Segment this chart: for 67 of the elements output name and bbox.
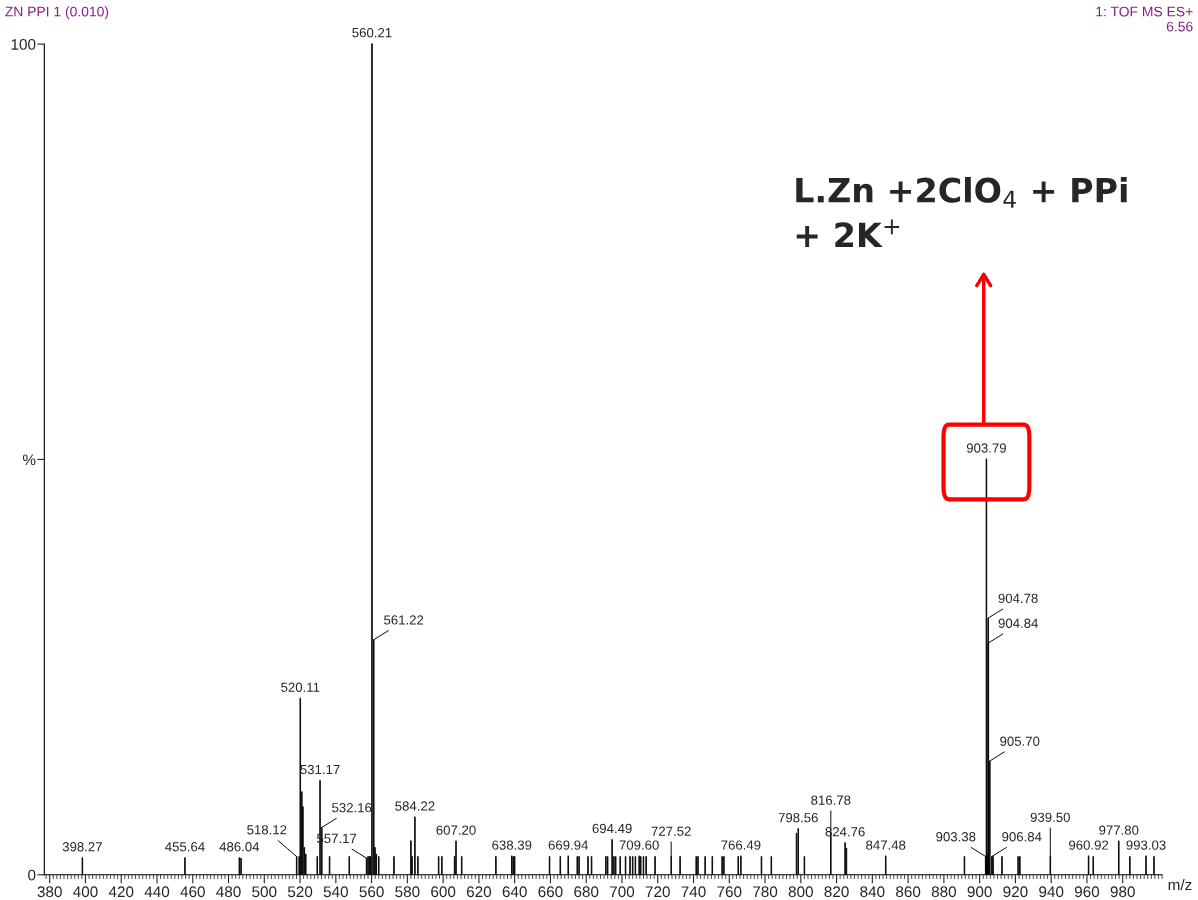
annotation: 560.21 xyxy=(352,27,392,38)
x-tick-label: 420 xyxy=(108,886,134,898)
x-tick-label: 620 xyxy=(466,886,492,898)
annotation: 960.92 xyxy=(1069,840,1109,850)
annotation: 904.78 xyxy=(998,593,1038,604)
annotation: 903.79 xyxy=(966,443,1006,453)
annotation: 903.38 xyxy=(936,832,976,842)
annotation: 561.22 xyxy=(384,615,424,625)
annotation: 486.04 xyxy=(219,842,260,852)
x-tick-label: 540 xyxy=(323,886,348,898)
annotation: 906.84 xyxy=(1002,832,1042,842)
x-tick-label: 880 xyxy=(931,886,957,898)
x-tick-label: 480 xyxy=(216,886,241,898)
chart-title: ZN PPI 1 (0.010) xyxy=(5,6,109,20)
x-tick-label: 460 xyxy=(180,886,205,898)
annotation: 904.84 xyxy=(998,618,1038,628)
annotation: 798.56 xyxy=(778,812,818,823)
x-tick-label: 920 xyxy=(1003,886,1028,898)
chart-subtitle: 1: TOF MS ES+ 6.56 xyxy=(1096,6,1193,32)
x-tick-label: 440 xyxy=(144,886,170,898)
annotation: 584.22 xyxy=(395,801,435,811)
annotation: 398.27 xyxy=(62,842,102,852)
annotation: 518.12 xyxy=(247,825,287,835)
annotation: 847.48 xyxy=(866,840,906,850)
x-tick-label: 560 xyxy=(359,886,384,898)
x-tick-label: 740 xyxy=(681,886,706,898)
x-tick-label: 640 xyxy=(502,886,527,898)
x-tick-label: 700 xyxy=(610,886,635,898)
x-axis-title: m/z xyxy=(1168,878,1192,891)
x-tick-label: 680 xyxy=(574,886,599,898)
annotation: 727.52 xyxy=(651,826,691,836)
annotation: 669.94 xyxy=(548,840,589,850)
annotation: 993.03 xyxy=(1126,840,1166,850)
x-tick-label: 380 xyxy=(37,886,62,898)
annotation: 607.20 xyxy=(436,825,476,835)
x-tick-label: 400 xyxy=(73,886,98,898)
text: L.Zn +2ClO$_{4}$ + PPi + 2K$^{+}$ xyxy=(796,177,1127,247)
x-tick-label: 860 xyxy=(896,886,921,898)
x-tick-label: 720 xyxy=(645,886,670,898)
annotation: 455.64 xyxy=(165,842,205,852)
x-tick-label: 820 xyxy=(824,886,849,898)
y-tick-label: % xyxy=(22,454,36,466)
annotation: 905.70 xyxy=(1000,736,1040,746)
x-tick-label: 900 xyxy=(967,886,992,898)
annotation: 816.78 xyxy=(811,795,851,805)
annotation: 709.60 xyxy=(619,840,659,850)
x-tick-label: 500 xyxy=(252,886,277,898)
x-tick-label: 600 xyxy=(431,886,456,898)
annotation: 638.39 xyxy=(492,840,532,850)
annotation: 977.80 xyxy=(1099,825,1139,835)
annotation: 694.49 xyxy=(592,823,632,834)
annotation: 766.49 xyxy=(721,840,761,850)
x-tick-label: 940 xyxy=(1039,886,1064,898)
x-tick-label: 980 xyxy=(1110,886,1135,898)
x-tick-label: 660 xyxy=(538,886,563,898)
x-tick-label: 760 xyxy=(717,886,742,898)
x-tick-label: 840 xyxy=(860,886,885,898)
x-tick-label: 580 xyxy=(395,886,420,898)
y-tick-label: 100 xyxy=(11,38,36,50)
annotation: 532.16 xyxy=(332,803,372,813)
annotation: 520.11 xyxy=(281,682,320,692)
x-tick-label: 780 xyxy=(753,886,778,898)
x-tick-label: 520 xyxy=(287,886,313,898)
annotation: 939.50 xyxy=(1030,812,1070,822)
y-tick-label: 0 xyxy=(28,869,36,881)
x-tick-label: 960 xyxy=(1074,886,1100,898)
x-tick-label: 800 xyxy=(788,886,813,898)
